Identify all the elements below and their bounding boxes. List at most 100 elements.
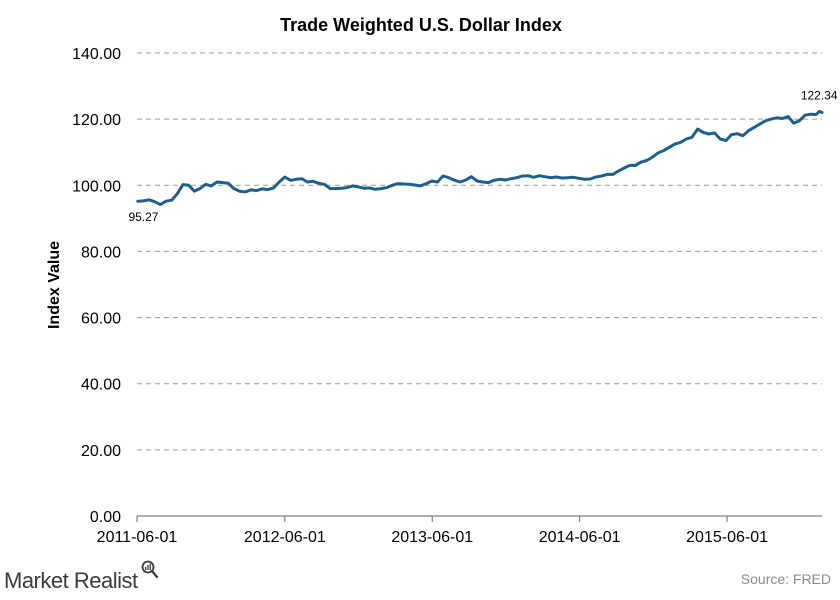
data-point [182, 183, 184, 186]
data-point [753, 126, 755, 129]
series-layer [136, 109, 824, 206]
gridlines [137, 52, 822, 451]
x-tick-label: 2015-06-01 [686, 529, 768, 546]
x-tick-labels: 2011-06-01 2012-06-01 2013-06-01 2014-06-01… [97, 516, 768, 546]
data-point [170, 199, 173, 201]
data-point [329, 187, 331, 190]
data-point [459, 181, 461, 183]
y-axis-label: Index Value [46, 241, 63, 329]
data-point [759, 123, 761, 125]
data-point [187, 184, 190, 187]
data-point [623, 167, 625, 169]
data-point [301, 177, 303, 180]
data-point [414, 184, 416, 186]
data-point [137, 200, 139, 202]
y-tick-labels: 0.00 20.00 40.00 60.00 80.00 100.00 120.00 140.… [72, 46, 121, 526]
data-point [504, 179, 507, 181]
data-point [713, 132, 716, 134]
data-point [385, 186, 388, 189]
data-point [804, 114, 806, 116]
y-tick-label: 0.00 [90, 509, 121, 526]
data-point [493, 179, 495, 182]
data-point [589, 178, 591, 180]
data-point [657, 152, 659, 154]
data-label: 122.34 [801, 88, 838, 102]
data-point [612, 173, 614, 176]
data-point [408, 183, 411, 186]
data-point [549, 176, 552, 179]
data-point [566, 176, 569, 179]
data-point [668, 146, 671, 149]
data-point [357, 186, 360, 188]
data-point [510, 177, 512, 180]
data-point [747, 129, 750, 132]
x-tick-label: 2014-06-01 [539, 529, 621, 546]
data-point [210, 185, 213, 187]
y-tick-label: 20.00 [81, 443, 121, 460]
data-point [515, 176, 518, 179]
data-point [736, 132, 738, 135]
data-point [561, 177, 563, 179]
data-point [679, 141, 682, 144]
data-point [776, 117, 778, 119]
data-point [306, 181, 309, 183]
data-point [527, 174, 529, 177]
series-line [136, 109, 824, 206]
data-point [674, 143, 676, 145]
data-point [261, 188, 264, 190]
data-point [284, 176, 286, 178]
data-point [227, 182, 230, 185]
data-point [255, 189, 258, 192]
x-tick-label: 2013-06-01 [391, 529, 473, 546]
data-point [193, 190, 196, 192]
data-point [199, 187, 201, 190]
data-point [532, 176, 535, 179]
data-point [233, 187, 235, 190]
data-point [154, 201, 156, 203]
data-point [380, 187, 382, 190]
data-labels: 95.27 122.34 [128, 88, 837, 224]
data-point [572, 176, 574, 179]
data-point [312, 180, 314, 183]
data-point [244, 191, 246, 193]
data-point [595, 176, 597, 178]
data-point [216, 181, 218, 183]
data-point [818, 110, 820, 113]
data-point [374, 188, 377, 191]
data-point [431, 180, 433, 182]
data-point [289, 179, 292, 182]
data-point [583, 178, 586, 181]
data-point [555, 176, 557, 178]
data-point [617, 170, 620, 172]
data-point [725, 139, 727, 142]
data-point [640, 161, 642, 163]
data-point [425, 182, 428, 185]
data-point [250, 189, 252, 191]
data-point [787, 115, 789, 118]
data-point [662, 149, 665, 152]
data-point [267, 188, 269, 191]
data-point [770, 118, 772, 120]
data-point [453, 179, 456, 182]
data-point [465, 179, 467, 181]
data-point [481, 181, 484, 183]
data-point [204, 183, 207, 186]
data-point [221, 181, 224, 184]
data-point [498, 178, 501, 181]
data-point [521, 175, 524, 177]
y-tick-label: 80.00 [81, 244, 121, 261]
data-point [448, 176, 450, 179]
data-point [176, 192, 179, 195]
data-point [538, 174, 541, 177]
data-point [792, 122, 795, 124]
brand-text: Market Realist [4, 568, 138, 593]
data-point [651, 156, 654, 158]
chart-title: Trade Weighted U.S. Dollar Index [280, 15, 562, 35]
data-point [702, 131, 705, 134]
data-point [159, 203, 162, 206]
data-point [708, 133, 710, 135]
data-point [165, 200, 167, 202]
data-point [719, 138, 721, 140]
y-tick-label: 140.00 [72, 46, 121, 63]
